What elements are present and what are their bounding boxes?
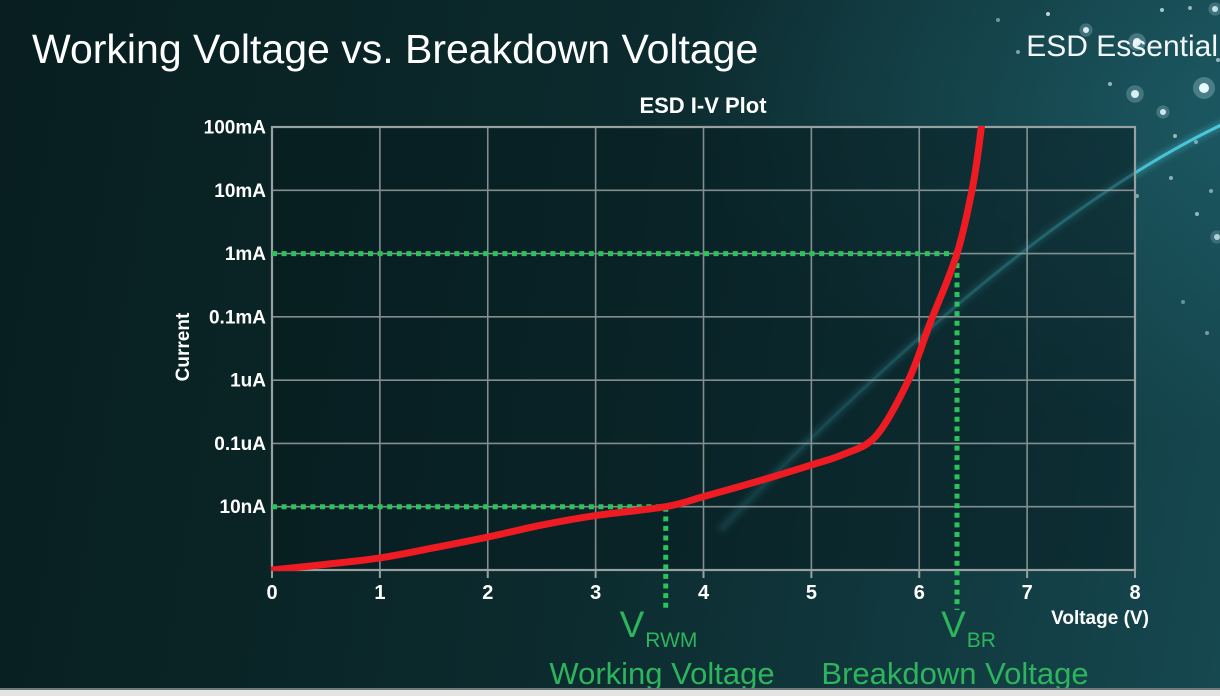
x-axis-tick-labels: 0 1 2 3 4 5 6 7 8	[266, 582, 1140, 604]
star-dot	[1133, 38, 1141, 46]
y-tick-label: 10nA	[220, 497, 267, 518]
x-tick-label: 7	[1022, 582, 1033, 604]
brand-text: ESD Essential	[1026, 30, 1218, 63]
y-tick-label: 0.1mA	[209, 307, 266, 328]
x-tick-label: 3	[590, 582, 601, 604]
star-dot	[1131, 90, 1139, 98]
x-tick-label: 2	[482, 582, 493, 604]
star-dot	[1188, 6, 1192, 10]
star-dot	[1195, 212, 1199, 216]
star-dot	[1205, 331, 1209, 335]
star-dot	[1214, 234, 1220, 240]
bottom-edge-bar	[0, 688, 1220, 696]
x-tick-label: 1	[374, 582, 385, 604]
y-axis-tick-labels: 10nA 0.1uA 1uA 0.1mA 1mA 10mA 100mA	[204, 118, 267, 519]
vrwm-symbol: V	[619, 604, 645, 645]
annotation-dotted-lines	[272, 251, 960, 610]
y-axis-label: Current	[173, 312, 194, 382]
vbr-annotation: VBR	[941, 604, 996, 653]
vbr-symbol: V	[941, 604, 966, 645]
x-tick-label: 6	[914, 582, 925, 604]
vrwm-annotation: VRWM	[619, 604, 698, 653]
working-voltage-caption: Working Voltage	[549, 656, 775, 691]
x-tick-label: 0	[266, 582, 277, 604]
star-dot	[1108, 82, 1112, 86]
vrwm-subscript: RWM	[645, 629, 698, 653]
x-axis-ticks	[271, 570, 1136, 578]
x-tick-label: 4	[698, 582, 710, 604]
vbr-subscript: BR	[966, 629, 996, 653]
star-dot	[1046, 12, 1050, 16]
y-tick-label: 0.1uA	[214, 434, 266, 455]
grid-lines	[272, 127, 1135, 570]
star-dot	[996, 18, 1000, 22]
breakdown-voltage-caption: Breakdown Voltage	[821, 656, 1089, 691]
star-dot	[1160, 109, 1166, 115]
star-dot	[1212, 6, 1218, 12]
page-title: Working Voltage vs. Breakdown Voltage	[32, 26, 759, 72]
star-dot	[1216, 58, 1220, 62]
y-tick-label: 10mA	[214, 181, 266, 202]
star-dot	[1199, 83, 1209, 93]
star-dot	[1083, 27, 1089, 33]
star-dot	[1209, 189, 1213, 193]
star-dot	[1173, 134, 1177, 138]
x-tick-label: 5	[806, 582, 817, 604]
x-axis-label: Voltage (V)	[1051, 608, 1149, 629]
y-tick-label: 1uA	[230, 371, 266, 392]
star-dot	[1169, 176, 1173, 180]
chart-title: ESD I-V Plot	[639, 93, 767, 118]
x-tick-label: 8	[1129, 582, 1140, 604]
iv-curve	[271, 126, 986, 571]
y-tick-label: 1mA	[225, 244, 266, 265]
star-dot	[1016, 50, 1020, 54]
y-tick-label: 100mA	[204, 118, 267, 139]
star-dot	[1181, 300, 1185, 304]
background-star-dots	[996, 2, 1220, 335]
star-dot	[1160, 8, 1164, 12]
